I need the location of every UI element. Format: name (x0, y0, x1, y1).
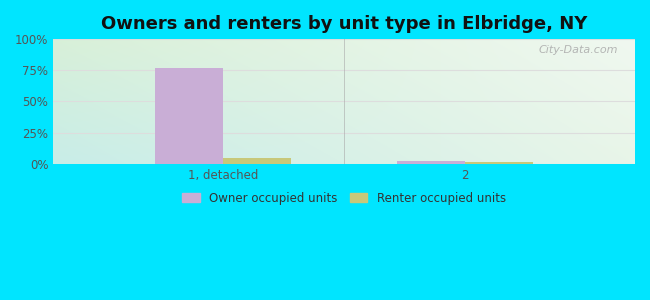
Text: City-Data.com: City-Data.com (538, 45, 617, 55)
Bar (465, 162, 533, 164)
Bar (155, 68, 223, 164)
Legend: Owner occupied units, Renter occupied units: Owner occupied units, Renter occupied un… (176, 186, 512, 211)
Bar (397, 161, 465, 164)
Bar (223, 158, 291, 164)
Title: Owners and renters by unit type in Elbridge, NY: Owners and renters by unit type in Elbri… (101, 15, 588, 33)
